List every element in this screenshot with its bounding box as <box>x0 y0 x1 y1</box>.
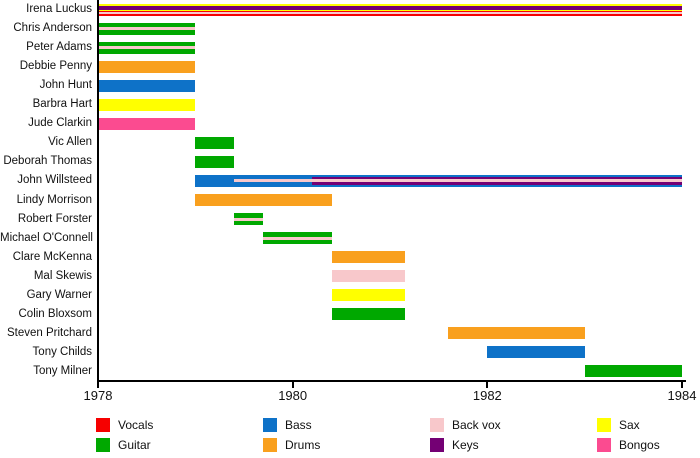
timeline-bar-sax <box>98 98 196 111</box>
legend-swatch-sax-icon <box>597 418 611 432</box>
legend-label: Keys <box>452 438 479 452</box>
member-name: Peter Adams <box>26 41 92 54</box>
member-name: John Hunt <box>39 79 92 92</box>
member-name: Michael O'Connell <box>0 231 93 244</box>
timeline-bar-back_vox <box>331 270 405 283</box>
timeline-bar-drums <box>98 60 196 73</box>
legend-label: Back vox <box>452 418 501 432</box>
legend-label: Drums <box>285 438 321 452</box>
timeline-bar-sax <box>331 289 405 302</box>
legend-label: Sax <box>619 418 640 432</box>
timeline-bar-back_vox <box>234 217 264 221</box>
legend-swatch-back_vox-icon <box>430 418 444 432</box>
timeline-bar-drums <box>448 327 585 340</box>
legend: Vocals Guitar Bass Drums Back vox Keys Sax Bong… <box>96 418 700 458</box>
member-name: Jude Clarkin <box>28 117 92 130</box>
legend-swatch-bongos-icon <box>597 438 611 452</box>
member-name: John Willsteed <box>17 174 92 187</box>
member-name: Mal Skewis <box>33 269 92 282</box>
x-tick-label: 1980 <box>278 388 308 403</box>
x-axis-line <box>97 380 686 382</box>
legend-swatch-bass-icon <box>263 418 277 432</box>
member-name: Debbie Penny <box>19 60 92 73</box>
member-name: Steven Pritchard <box>6 326 92 339</box>
x-tick <box>486 382 489 388</box>
x-tick <box>291 382 294 388</box>
legend-swatch-drums-icon <box>263 438 277 452</box>
legend-label: Vocals <box>118 418 154 432</box>
timeline-bar-back_vox <box>263 236 332 240</box>
timeline-bar-guitar <box>195 136 235 149</box>
x-tick <box>97 382 99 388</box>
timeline-bar-bongos <box>98 117 196 130</box>
member-name: Barbra Hart <box>32 98 92 111</box>
member-name-column: Irena Luckus Chris Anderson Peter Adams Deb… <box>0 0 93 382</box>
legend-label: Bass <box>285 418 312 432</box>
timeline-bar-back_vox <box>98 46 196 50</box>
timeline-bar-bass <box>487 346 585 359</box>
x-tick-label: 1978 <box>83 388 113 403</box>
timeline-bar-back_vox <box>98 27 196 31</box>
member-name: Colin Bloxsom <box>18 307 93 320</box>
member-name: Tony Childs <box>32 345 92 358</box>
x-tick-label: 1984 <box>667 388 697 403</box>
member-name: Gary Warner <box>26 288 92 301</box>
member-name: Lindy Morrison <box>16 193 92 206</box>
timeline-bar-guitar <box>584 365 682 378</box>
legend-label: Guitar <box>118 438 151 452</box>
timeline-bar-keys <box>98 5 682 10</box>
timeline-bar-drums <box>331 251 405 264</box>
member-name: Deborah Thomas <box>3 155 92 168</box>
timeline-bar-bass <box>98 79 196 92</box>
member-name: Robert Forster <box>17 212 92 225</box>
timeline-bar-drums <box>195 194 332 207</box>
legend-swatch-keys-icon <box>430 438 444 452</box>
member-name: Vic Allen <box>48 136 92 149</box>
y-axis-line <box>97 0 99 381</box>
timeline-bar-back_vox <box>98 12 682 15</box>
plot-area <box>98 0 684 381</box>
x-tick-label: 1982 <box>472 388 502 403</box>
timeline-bar-back_vox <box>234 179 682 183</box>
member-name: Chris Anderson <box>13 22 92 35</box>
legend-label: Bongos <box>619 438 660 452</box>
member-name: Clare McKenna <box>12 250 92 263</box>
member-name: Tony Milner <box>33 364 92 377</box>
legend-swatch-guitar-icon <box>96 438 110 452</box>
legend-swatch-vocals-icon <box>96 418 110 432</box>
x-tick <box>681 382 683 388</box>
member-name: Irena Luckus <box>26 3 92 15</box>
timeline-bar-guitar <box>331 308 405 321</box>
timeline-bar-guitar <box>195 155 235 168</box>
